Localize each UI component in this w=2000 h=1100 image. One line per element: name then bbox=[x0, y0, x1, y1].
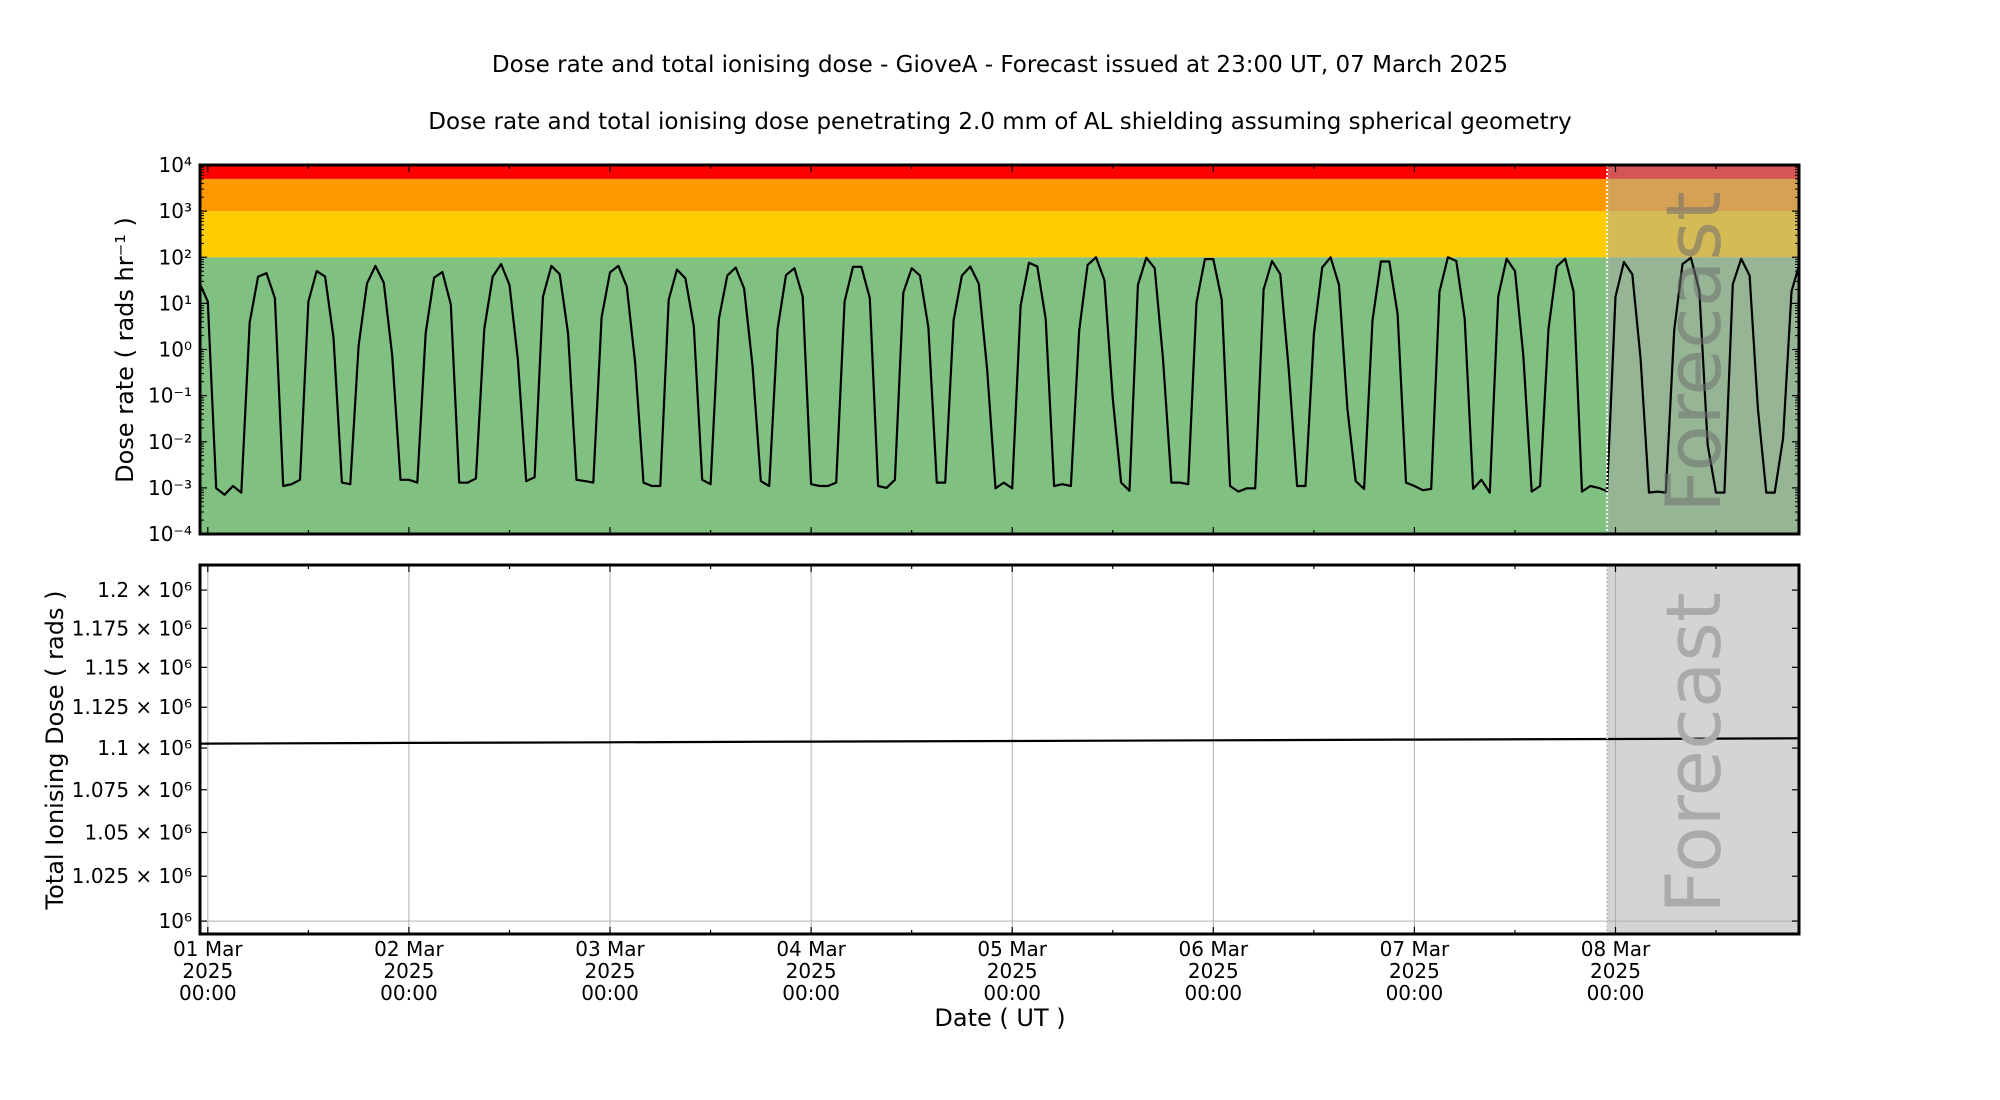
x-tick-label: 2025 bbox=[786, 959, 837, 983]
x-tick-label: 08 Mar bbox=[1581, 937, 1651, 961]
x-tick-label: 00:00 bbox=[1184, 981, 1242, 1005]
x-tick-label: 01 Mar bbox=[173, 937, 243, 961]
x-tick-label: 00:00 bbox=[1587, 981, 1645, 1005]
y-tick-label: 10⁻³ bbox=[148, 476, 192, 500]
y-tick-label: 1.125 × 10⁶ bbox=[72, 695, 192, 719]
y-tick-label: 1.1 × 10⁶ bbox=[97, 736, 192, 760]
forecast-shading bbox=[1607, 565, 1799, 934]
y-tick-label: 1.175 × 10⁶ bbox=[72, 616, 192, 640]
y-tick-label: 10⁶ bbox=[159, 909, 192, 933]
y-tick-label: 10¹ bbox=[159, 291, 192, 315]
x-tick-label: 2025 bbox=[987, 959, 1038, 983]
x-tick-label: 2025 bbox=[383, 959, 434, 983]
x-tick-label: 00:00 bbox=[380, 981, 438, 1005]
x-axis-label: Date ( UT ) bbox=[934, 1004, 1065, 1032]
threshold-band bbox=[200, 165, 1799, 179]
plot-frame bbox=[198, 163, 1801, 536]
x-tick-label: 02 Mar bbox=[374, 937, 444, 961]
y-tick-label: 10³ bbox=[159, 199, 192, 223]
x-tick-label: 03 Mar bbox=[575, 937, 645, 961]
x-tick-label: 00:00 bbox=[1386, 981, 1444, 1005]
total-dose-plot: Forecast 10⁶ 1.025 × 10⁶ 1.05 × 10⁶ 1.075 × … bbox=[72, 563, 1801, 1005]
dose-rate-y-axis-label: Dose rate ( rads hr⁻¹ ) bbox=[111, 217, 139, 483]
x-tick-label: 2025 bbox=[1188, 959, 1239, 983]
x-tick-label: 2025 bbox=[182, 959, 233, 983]
threshold-band bbox=[200, 178, 1799, 212]
y-tick-label: 10⁻² bbox=[148, 430, 192, 454]
dose-rate-series-line bbox=[200, 256, 1799, 496]
chart-title: Dose rate and total ionising dose - Giov… bbox=[492, 52, 1508, 78]
x-tick-label: 2025 bbox=[585, 959, 636, 983]
total-dose-y-axis-label: Total Ionising Dose ( rads ) bbox=[41, 591, 69, 911]
y-tick-label: 10² bbox=[159, 245, 192, 269]
x-tick-label: 00:00 bbox=[983, 981, 1041, 1005]
x-tick-label: 07 Mar bbox=[1380, 937, 1450, 961]
threshold-band bbox=[200, 211, 1799, 258]
dose-rate-plot: Forecast 10⁻⁴ 10⁻³ 10⁻² 10⁻¹ 10⁰ 10¹ 10² 10³ 10⁴ bbox=[148, 153, 1801, 546]
y-tick-label: 10⁰ bbox=[159, 338, 192, 362]
total-dose-series-line bbox=[200, 737, 1799, 745]
y-tick-label: 10⁻¹ bbox=[148, 384, 192, 408]
chart-subtitle: Dose rate and total ionising dose penetr… bbox=[428, 109, 1571, 135]
x-tick-label: 04 Mar bbox=[776, 937, 846, 961]
y-tick-label: 1.15 × 10⁶ bbox=[85, 655, 192, 679]
threshold-band bbox=[200, 257, 1799, 534]
x-tick-label: 06 Mar bbox=[1179, 937, 1249, 961]
x-tick-label: 00:00 bbox=[179, 981, 237, 1005]
forecast-label: Forecast bbox=[1649, 592, 1738, 914]
forecast-label: Forecast bbox=[1649, 191, 1738, 513]
x-tick-label: 2025 bbox=[1389, 959, 1440, 983]
y-tick-label: 10⁻⁴ bbox=[148, 522, 192, 546]
x-tick-label: 00:00 bbox=[782, 981, 840, 1005]
x-tick-label: 2025 bbox=[1590, 959, 1641, 983]
y-tick-label: 1.2 × 10⁶ bbox=[97, 578, 192, 602]
y-tick-label: 1.075 × 10⁶ bbox=[72, 778, 192, 802]
y-tick-label: 10⁴ bbox=[159, 153, 192, 177]
x-tick-label: 00:00 bbox=[581, 981, 639, 1005]
x-tick-label: 05 Mar bbox=[977, 937, 1047, 961]
y-tick-label: 1.025 × 10⁶ bbox=[72, 864, 192, 888]
plot-frame bbox=[198, 563, 1801, 936]
y-tick-label: 1.05 × 10⁶ bbox=[85, 820, 192, 844]
